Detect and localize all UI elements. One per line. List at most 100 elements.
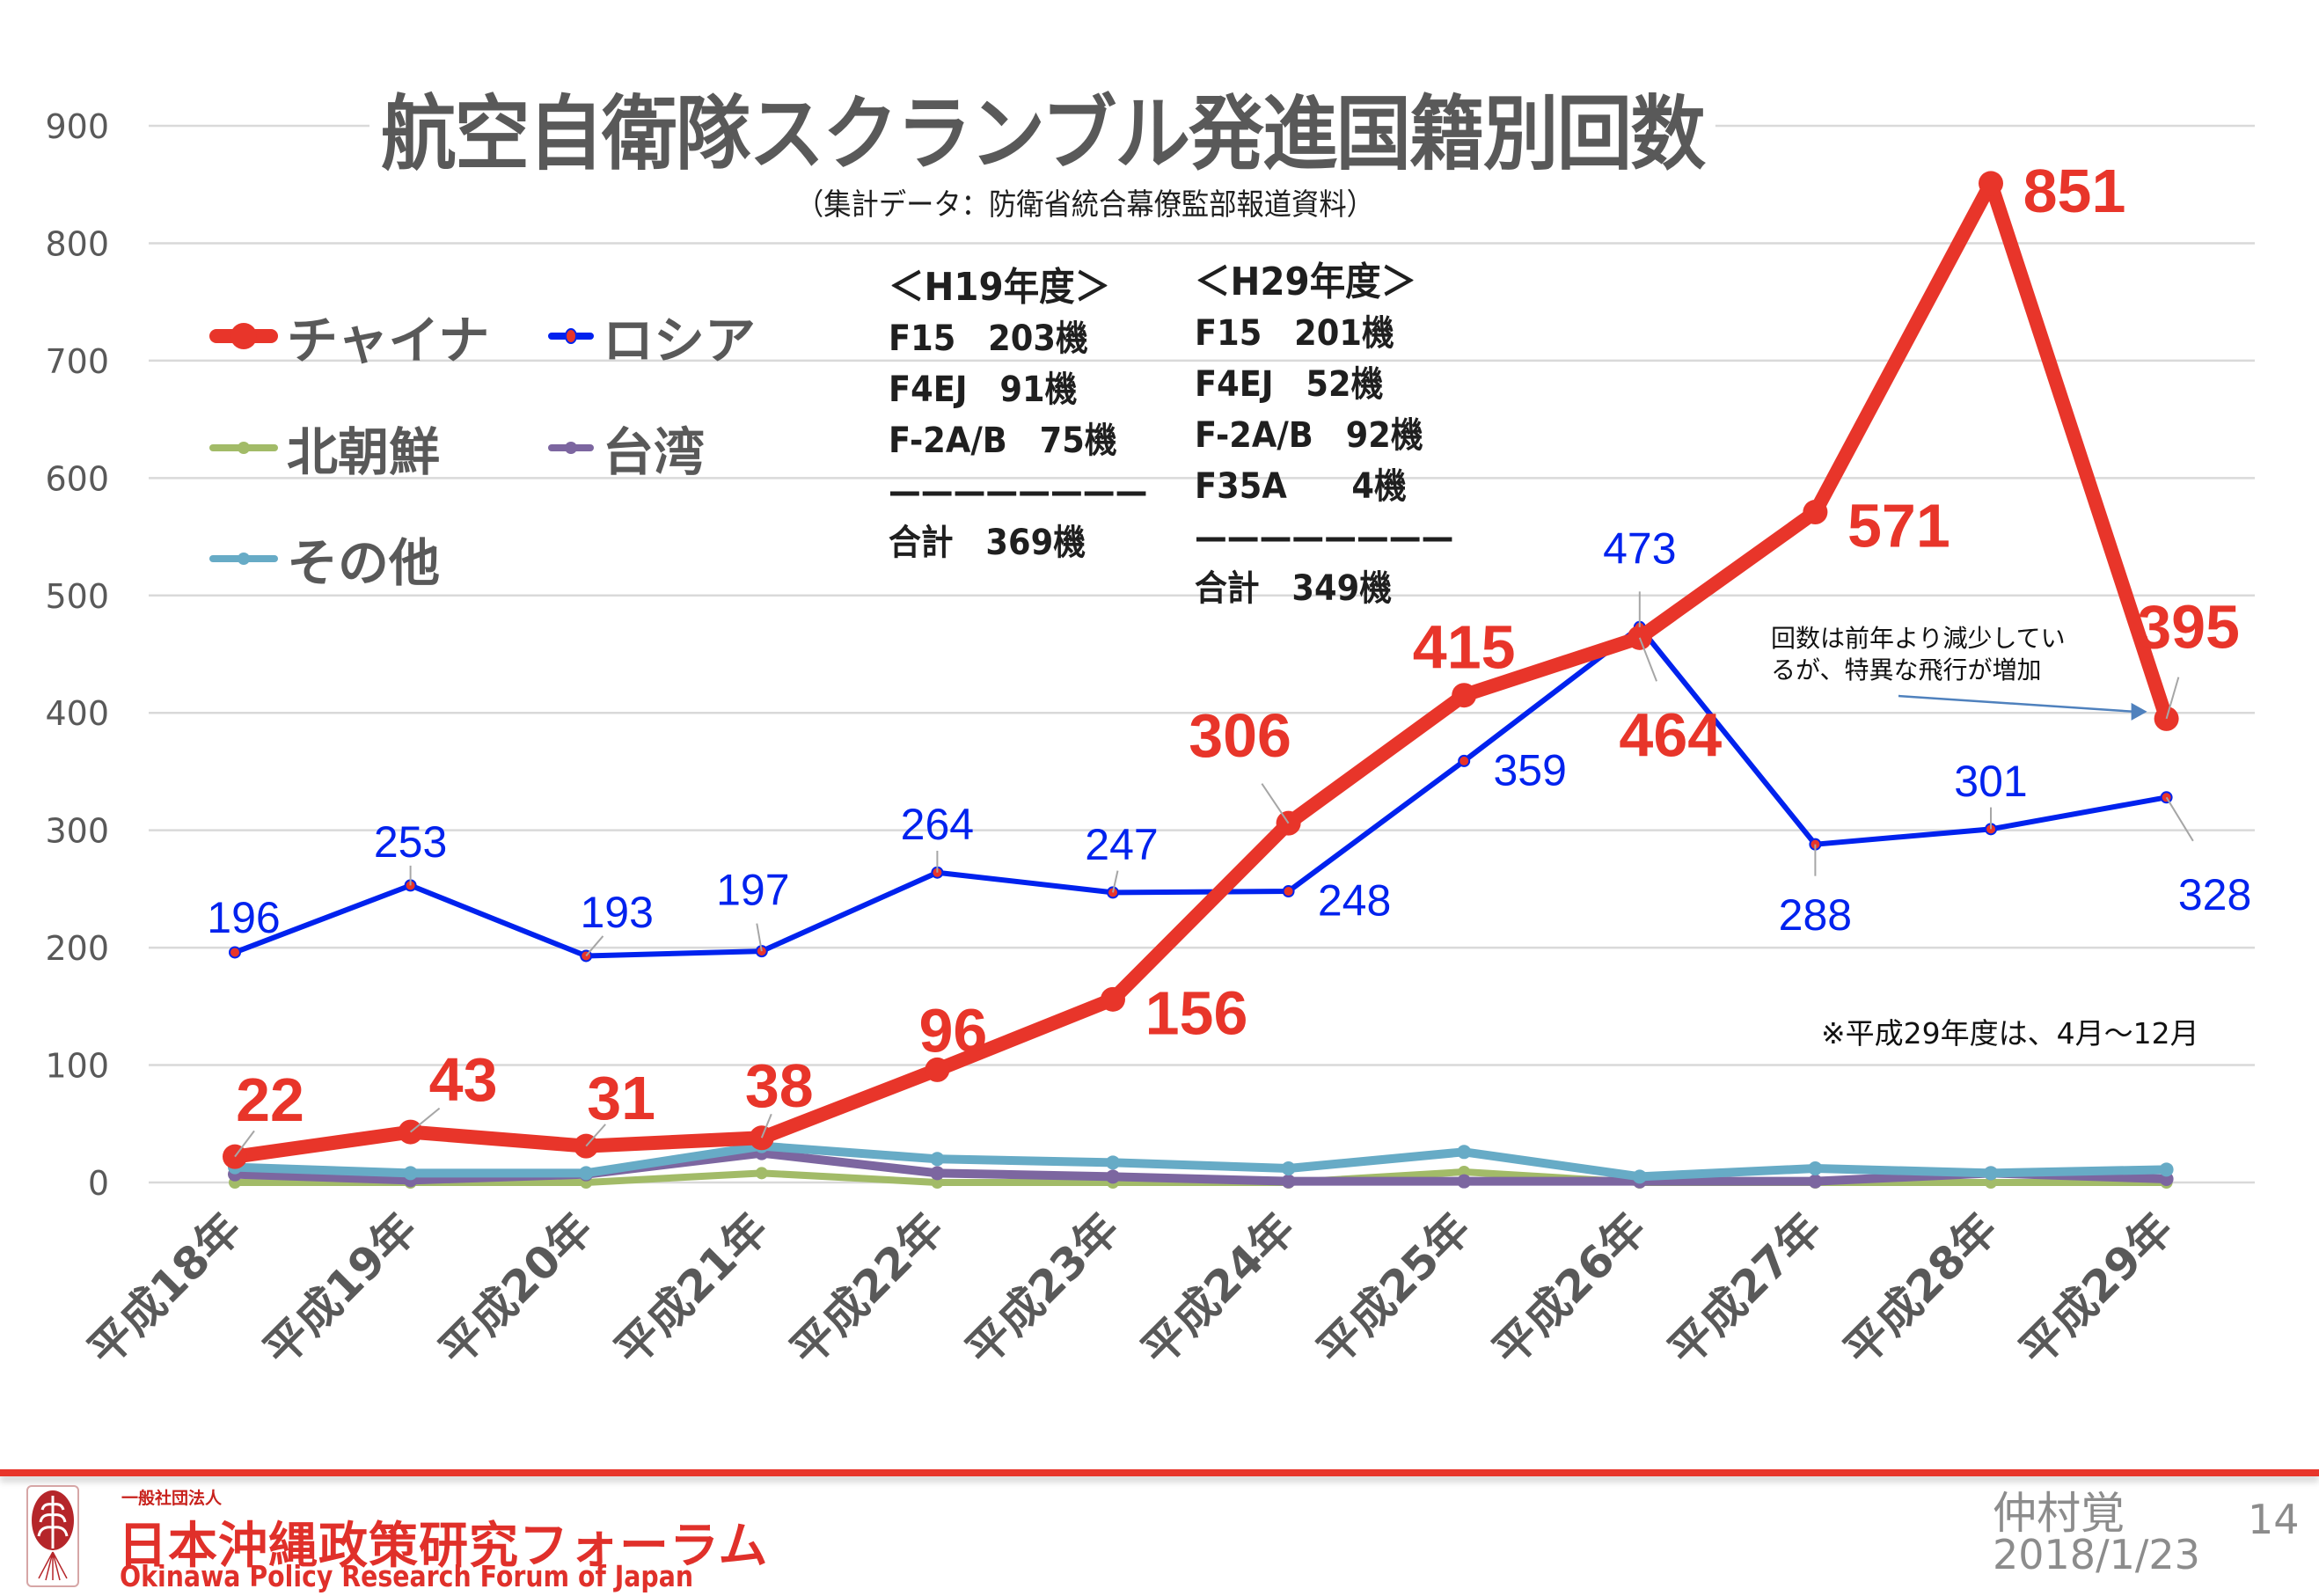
author-name: 仲村覚 [1993, 1488, 2125, 1539]
data-point-other [403, 1166, 418, 1181]
data-label-china: 38 [745, 1051, 814, 1120]
data-label-china: 395 [2137, 592, 2240, 661]
organization-name-en: Okinawa Policy Research Forum of Japan [120, 1559, 694, 1593]
x-tick-label: 平成28年 [1834, 1203, 2007, 1375]
data-point-other [2159, 1162, 2174, 1177]
data-point-north_korea [755, 1167, 768, 1180]
leader-line [2165, 796, 2194, 842]
legend-label-china: チャイナ [287, 311, 490, 370]
data-label-russia: 196 [207, 893, 280, 942]
series-lines [223, 171, 2179, 1189]
data-label-china: 156 [1145, 978, 1248, 1047]
legend-item-north-korea: 北朝鮮 [204, 411, 440, 485]
data-label-russia: 301 [1954, 757, 2027, 806]
x-tick-label: 平成27年 [1659, 1203, 1832, 1375]
x-tick-label: 平成23年 [956, 1203, 1129, 1375]
data-point-other [1457, 1145, 1472, 1160]
data-label-china: 31 [587, 1064, 655, 1132]
x-axis-tick-labels: 平成18年 平成19年 平成20年 平成21年 平成22年 平成23年 平成24年 平成25年… [78, 1203, 2183, 1375]
legend-item-russia: ロシア [543, 299, 756, 373]
organization-logo [26, 1485, 79, 1587]
leader-line [234, 1130, 255, 1158]
legend-swatch-china [204, 318, 283, 354]
data-label-china: 22 [236, 1065, 304, 1134]
series-russia [229, 620, 2173, 963]
legend-swatch-other [204, 541, 283, 576]
data-point-other [1632, 1169, 1647, 1184]
fleet-h19-row: F4EJ 91機 [889, 370, 1078, 410]
x-tick-label: 平成24年 [1132, 1203, 1305, 1375]
data-point-china [1803, 500, 1828, 525]
gridlines [149, 124, 2255, 1184]
data-point-other [1106, 1155, 1120, 1170]
legend-item-china: チャイナ [204, 299, 489, 373]
fleet-h29-row: F4EJ 52機 [1195, 364, 1384, 405]
data-label-russia: 247 [1085, 820, 1158, 869]
fleet-h29-header: ＜H29年度＞ [1195, 260, 1417, 304]
series-line-russia [232, 624, 2169, 959]
x-tick-label: 平成19年 [254, 1203, 427, 1375]
annotation-note: 回数は前年より減少してい るが、特異な飛行が増加 [1771, 623, 2066, 686]
data-label-china: 43 [429, 1045, 498, 1114]
x-tick-label: 平成29年 [2010, 1203, 2183, 1375]
data-labels: 196 253 193 197 264 247 248 359 473 288 301 328 22 43… [207, 157, 2251, 1134]
data-label-russia: 359 [1493, 745, 1566, 794]
y-tick-label: 500 [45, 577, 109, 616]
data-label-russia: 193 [580, 888, 653, 937]
leader-line [1638, 637, 1657, 682]
x-tick-label: 平成21年 [605, 1203, 778, 1375]
fleet-h29-row: F35A 4機 [1195, 466, 1407, 507]
legend-label-north-korea: 北朝鮮 [287, 422, 441, 482]
data-point-other [1808, 1160, 1823, 1175]
slide-date: 2018/1/23 [1993, 1531, 2200, 1578]
y-tick-label: 200 [45, 929, 109, 968]
leader-line [760, 1113, 772, 1138]
legend-label-russia: ロシア [603, 311, 757, 370]
data-label-russia: 253 [374, 817, 447, 867]
legend-label-other: その他 [287, 533, 441, 593]
plant-sprout-icon [32, 1490, 74, 1581]
annotation-arrow-shaft [1898, 694, 2135, 714]
leader-line [2165, 677, 2180, 720]
data-point-china [1452, 683, 1477, 708]
data-point-russia [1282, 885, 1295, 898]
fleet-h29-divider: ———————— [1195, 517, 1454, 558]
leader-line [1261, 783, 1290, 824]
data-point-other [1984, 1166, 1998, 1181]
label-leader-lines [234, 591, 2194, 1158]
data-point-taiwan [1457, 1174, 1472, 1189]
chart-title: 航空自衛隊スクランブル発進国籍別回数 [369, 69, 1716, 186]
data-point-russia [229, 946, 241, 959]
fleet-h19-header: ＜H19年度＞ [889, 265, 1111, 310]
leader-line [1112, 870, 1119, 893]
annotation-line-1: 回数は前年より減少してい [1771, 624, 2066, 653]
data-point-other [930, 1152, 945, 1167]
legend-swatch-taiwan [543, 430, 599, 465]
leader-line [585, 935, 604, 957]
annotation-arrow [1898, 694, 2147, 721]
leader-line [756, 923, 763, 952]
data-point-taiwan [930, 1166, 945, 1181]
y-tick-label: 100 [45, 1047, 109, 1086]
page-number: 14 [2248, 1496, 2300, 1543]
fleet-h19-row: F-2A/B 75機 [889, 421, 1117, 461]
data-point-taiwan [1106, 1169, 1120, 1184]
y-tick-label: 800 [45, 224, 109, 263]
fleet-h29-total: 合計 349機 [1195, 568, 1393, 609]
data-point-taiwan [1281, 1174, 1296, 1189]
series-other [228, 1138, 2174, 1184]
data-label-china: 571 [1847, 492, 1950, 560]
data-label-china: 306 [1189, 701, 1291, 770]
data-point-china [1101, 986, 1125, 1012]
footer-divider [0, 1469, 2319, 1476]
data-point-china [1979, 171, 2003, 196]
y-tick-label: 700 [45, 342, 109, 381]
legend-item-other: その他 [204, 522, 440, 596]
fleet-h29-row: F15 201機 [1195, 313, 1394, 354]
chart-subtitle: （集計データ：防衛省統合幕僚監部報道資料） [796, 187, 1374, 223]
y-tick-label: 900 [45, 107, 109, 146]
x-tick-label: 平成20年 [429, 1203, 602, 1375]
y-axis-tick-labels: 0 100 200 300 400 500 600 700 800 900 [45, 107, 109, 1203]
data-label-china: 851 [2023, 157, 2126, 225]
fleet-h19-total: 合計 369機 [889, 523, 1086, 563]
